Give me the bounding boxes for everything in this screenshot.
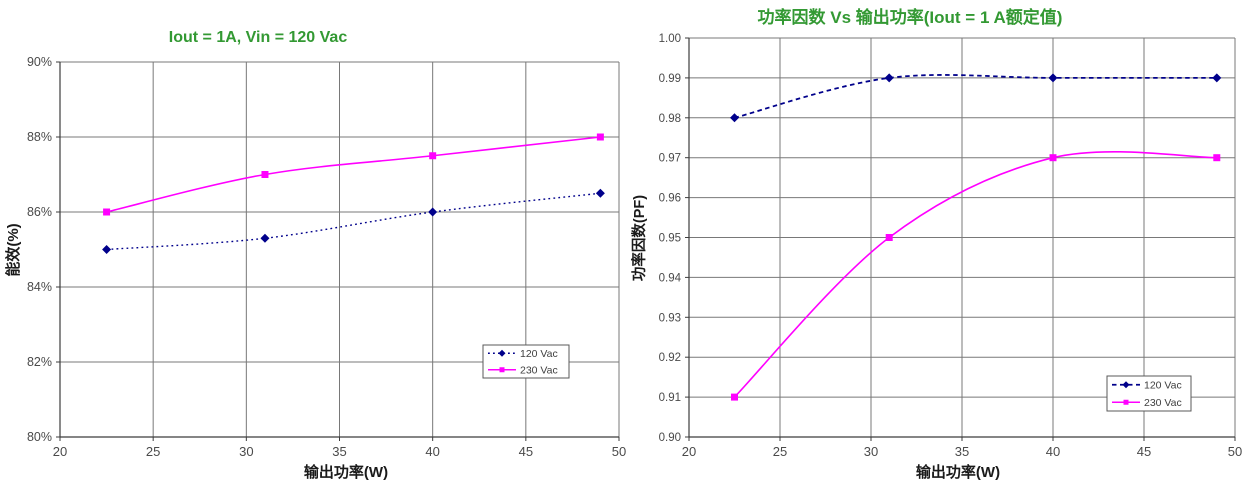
legend-sample-marker — [1122, 381, 1130, 389]
legend-label: 230 Vac — [1144, 397, 1182, 409]
series-marker-120-vac — [595, 188, 605, 198]
x-tick-label: 20 — [53, 444, 67, 459]
series-marker-120-vac — [102, 245, 112, 254]
series-marker-120-vac — [884, 73, 894, 83]
x-tick-label: 30 — [864, 444, 878, 459]
y-tick-label: 0.91 — [659, 392, 681, 404]
series-marker-230-vac — [261, 171, 269, 178]
series-line-230-vac — [733, 151, 1217, 398]
series-marker-120-vac — [260, 233, 270, 243]
y-tick-label: 82% — [27, 355, 52, 369]
series-marker-120-vac — [1048, 73, 1058, 83]
y-tick-label: 0.97 — [659, 153, 681, 165]
x-tick-label: 25 — [146, 444, 160, 459]
series-line-120-vac — [106, 192, 601, 251]
power-factor-chart: 0.90 0.91 0.92 0.93 0.94 0.95 0.96 0.97 0.98 0.99… — [630, 0, 1243, 483]
y-tick-label: 0.90 — [659, 432, 681, 444]
series-marker-230-vac — [885, 234, 893, 241]
series-marker-120-vac — [730, 113, 739, 123]
y-tick-label: 0.94 — [659, 272, 682, 284]
x-tick-label: 20 — [682, 444, 696, 459]
legend-sample-marker — [499, 367, 505, 373]
x-tick-label: 25 — [773, 444, 787, 459]
x-tick-label: 35 — [955, 444, 969, 459]
series-marker-230-vac — [1049, 154, 1057, 162]
x-tick-label: 40 — [1046, 444, 1060, 459]
y-tick-label: 0.98 — [659, 113, 681, 125]
series-marker-230-vac — [731, 393, 738, 401]
x-tick-label: 40 — [425, 444, 439, 459]
legend-box — [1106, 375, 1192, 412]
y-axis-title: 能效(%) — [4, 223, 22, 276]
series-marker-120-vac — [428, 207, 438, 217]
series-marker-230-vac — [596, 133, 604, 141]
x-tick-label: 50 — [612, 444, 626, 459]
legend-label: 230 Vac — [520, 364, 558, 376]
y-tick-label: 0.95 — [659, 233, 681, 245]
y-tick-label: 0.92 — [659, 352, 681, 364]
x-axis-title: 输出功率(W) — [304, 463, 388, 481]
efficiency-chart-svg: 80% 82% 84% 86% 88% 90% 20 25 30 35 40 45 50 Iout = 1… — [4, 29, 626, 481]
x-axis-title: 输出功率(W) — [916, 463, 1000, 481]
x-tick-label: 35 — [332, 444, 346, 459]
series-marker-120-vac — [1212, 73, 1222, 83]
y-tick-label: 0.99 — [659, 73, 681, 85]
series-marker-230-vac — [1213, 154, 1221, 162]
series-marker-230-vac — [103, 208, 111, 216]
series-line-230-vac — [106, 136, 601, 213]
series-marker-230-vac — [429, 152, 437, 160]
y-tick-label: 0.93 — [659, 312, 681, 324]
legend-sample-marker — [498, 349, 506, 357]
y-tick-label: 1.00 — [659, 33, 681, 45]
legend-label: 120 Vac — [520, 348, 558, 360]
efficiency-chart: 80% 82% 84% 86% 88% 90% 20 25 30 35 40 45 50 Iout = 1… — [4, 29, 626, 481]
chart-title: Iout = 1A, Vin = 120 Vac — [169, 29, 348, 46]
x-tick-label: 50 — [1228, 444, 1242, 459]
y-tick-label: 80% — [27, 430, 52, 444]
y-tick-label: 90% — [27, 55, 52, 69]
y-tick-label: 0.96 — [659, 193, 681, 205]
y-tick-label: 84% — [27, 280, 52, 294]
x-tick-label: 45 — [1137, 444, 1151, 459]
legend-label: 120 Vac — [1144, 379, 1182, 391]
legend-box — [482, 344, 570, 379]
x-tick-label: 30 — [239, 444, 253, 459]
y-axis-title: 功率因数(PF) — [630, 195, 648, 281]
y-tick-label: 86% — [27, 205, 52, 219]
chart-title: 功率因数 Vs 输出功率(Iout = 1 A额定值) — [758, 7, 1063, 27]
x-tick-label: 45 — [519, 444, 533, 459]
y-tick-label: 88% — [27, 130, 52, 144]
series-line-120-vac — [734, 74, 1217, 119]
legend-sample-marker — [1123, 399, 1129, 405]
power-factor-chart-svg: 0.90 0.91 0.92 0.93 0.94 0.95 0.96 0.97 0.98 0.99… — [630, 7, 1242, 481]
